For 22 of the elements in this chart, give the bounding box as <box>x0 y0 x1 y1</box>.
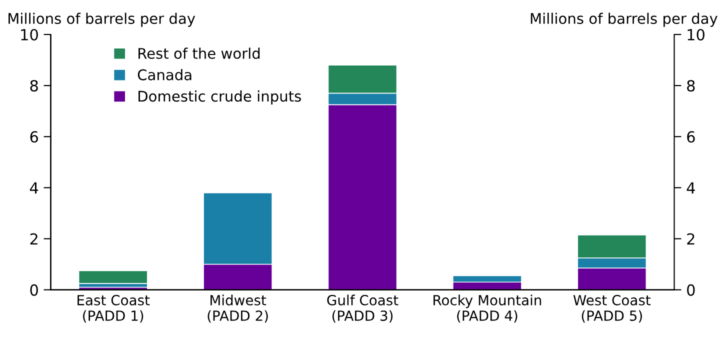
x-tick-label: Rocky Mountain (PADD 4) <box>434 294 542 323</box>
legend-label: Domestic crude inputs <box>138 90 301 105</box>
x-tick-label: Gulf Coast (PADD 3) <box>327 294 398 323</box>
x-tick-label: East Coast (PADD 1) <box>78 294 150 323</box>
y2-axis-title: Millions of barrels per day <box>530 12 718 27</box>
y-axis-title: Millions of barrels per day <box>8 12 196 27</box>
y2-tick-label: 4 <box>686 182 695 194</box>
y2-tick-label: 0 <box>687 284 695 296</box>
y2-tick-label: 2 <box>687 233 694 245</box>
y2-tick-label: 8 <box>687 80 695 92</box>
y-tick-label: 10 <box>21 28 38 41</box>
y-tick-label: 8 <box>30 80 38 92</box>
y2-tick-label: 10 <box>688 28 704 41</box>
y2-tick-label: 6 <box>687 131 695 143</box>
x-tick-label: Midwest (PADD 2) <box>208 294 268 323</box>
y-tick-label: 6 <box>30 131 38 143</box>
legend-label: Canada <box>138 69 192 80</box>
legend-label: Rest of the world <box>138 48 260 59</box>
y-tick-label: 0 <box>30 284 38 296</box>
y-tick-label: 2 <box>30 233 38 245</box>
x-tick-label: West Coast (PADD 5) <box>573 294 651 323</box>
y-tick-label: 4 <box>30 182 38 194</box>
